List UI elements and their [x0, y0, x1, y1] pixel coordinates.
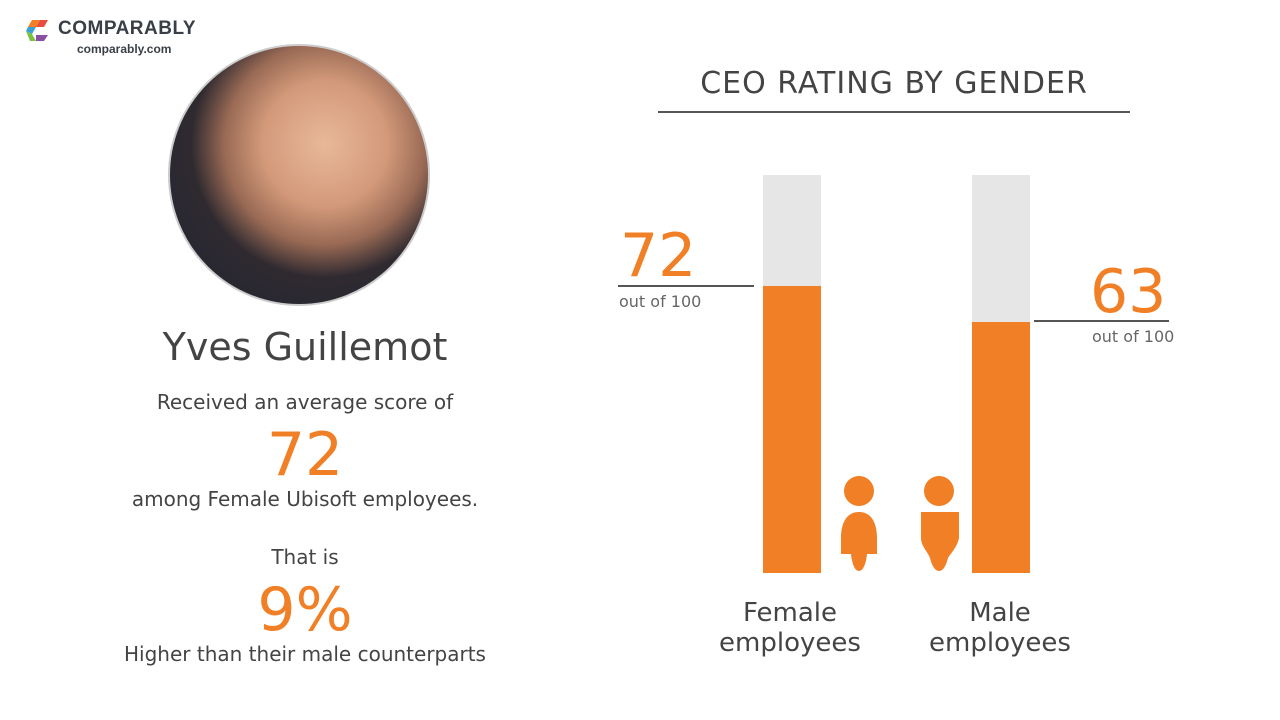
female-person-icon [841, 476, 877, 571]
value-label-male: 63 [1090, 257, 1167, 327]
category-label-female: Female employees [719, 598, 861, 658]
chart-title: CEO RATING BY GENDER [700, 66, 1088, 101]
out-of-male: out of 100 [1092, 327, 1175, 346]
ceo-name: Yves Guillemot [162, 325, 448, 369]
category-label-male: Male employees [929, 598, 1071, 658]
summary-line1: Received an average score of [156, 390, 454, 414]
bar-male [972, 322, 1030, 573]
out-of-female: out of 100 [619, 292, 702, 311]
logo-url: comparably.com [77, 42, 172, 56]
summary-line4: Higher than their male counterparts [124, 642, 486, 666]
summary-difference: 9% [257, 575, 353, 645]
male-person-icon [921, 476, 959, 571]
bar-track-male [972, 175, 1030, 573]
summary-line3: That is [271, 545, 339, 569]
bar-track-female [763, 175, 821, 573]
ceo-photo [168, 44, 430, 306]
logo-brand: COMPARABLY [58, 18, 197, 39]
summary-line2: among Female Ubisoft employees. [131, 487, 479, 511]
bar-female [763, 286, 821, 573]
summary-score: 72 [266, 420, 344, 490]
title-underline [658, 111, 1130, 113]
value-label-female: 72 [620, 221, 697, 291]
comparably-logo-icon [26, 20, 48, 41]
leader-line-male [1034, 320, 1169, 322]
leader-line-female [618, 285, 754, 287]
